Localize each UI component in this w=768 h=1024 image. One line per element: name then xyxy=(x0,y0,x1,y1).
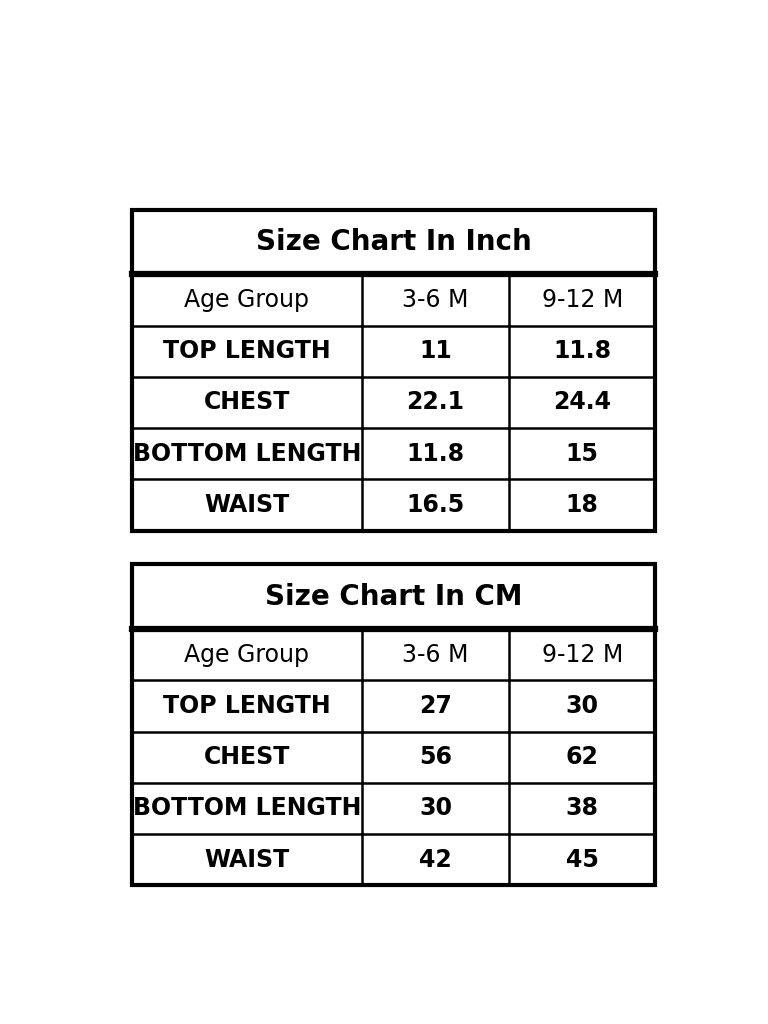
Text: 11: 11 xyxy=(419,339,452,364)
Text: 30: 30 xyxy=(419,797,452,820)
Text: 30: 30 xyxy=(566,694,599,718)
Text: 11.8: 11.8 xyxy=(553,339,611,364)
Text: 18: 18 xyxy=(566,493,598,517)
Text: WAIST: WAIST xyxy=(204,848,290,871)
Text: 9-12 M: 9-12 M xyxy=(541,288,623,312)
Text: BOTTOM LENGTH: BOTTOM LENGTH xyxy=(133,441,361,466)
Text: 16.5: 16.5 xyxy=(406,493,465,517)
Text: 27: 27 xyxy=(419,694,452,718)
Text: 15: 15 xyxy=(566,441,598,466)
Text: 11.8: 11.8 xyxy=(406,441,465,466)
Text: WAIST: WAIST xyxy=(204,493,290,517)
Bar xyxy=(132,210,655,530)
Text: BOTTOM LENGTH: BOTTOM LENGTH xyxy=(133,797,361,820)
Text: TOP LENGTH: TOP LENGTH xyxy=(163,339,331,364)
Text: 45: 45 xyxy=(566,848,598,871)
Text: CHEST: CHEST xyxy=(204,390,290,415)
Text: TOP LENGTH: TOP LENGTH xyxy=(163,694,331,718)
Text: 3-6 M: 3-6 M xyxy=(402,288,468,312)
Text: 3-6 M: 3-6 M xyxy=(402,643,468,667)
Text: Age Group: Age Group xyxy=(184,288,310,312)
Text: Age Group: Age Group xyxy=(184,643,310,667)
Text: 62: 62 xyxy=(566,745,598,769)
Bar xyxy=(132,564,655,886)
Text: 24.4: 24.4 xyxy=(553,390,611,415)
Text: 38: 38 xyxy=(566,797,599,820)
Text: CHEST: CHEST xyxy=(204,745,290,769)
Text: Size Chart In Inch: Size Chart In Inch xyxy=(256,228,531,256)
Text: 42: 42 xyxy=(419,848,452,871)
Text: 22.1: 22.1 xyxy=(406,390,465,415)
Text: 56: 56 xyxy=(419,745,452,769)
Text: 9-12 M: 9-12 M xyxy=(541,643,623,667)
Text: Size Chart In CM: Size Chart In CM xyxy=(265,583,522,610)
